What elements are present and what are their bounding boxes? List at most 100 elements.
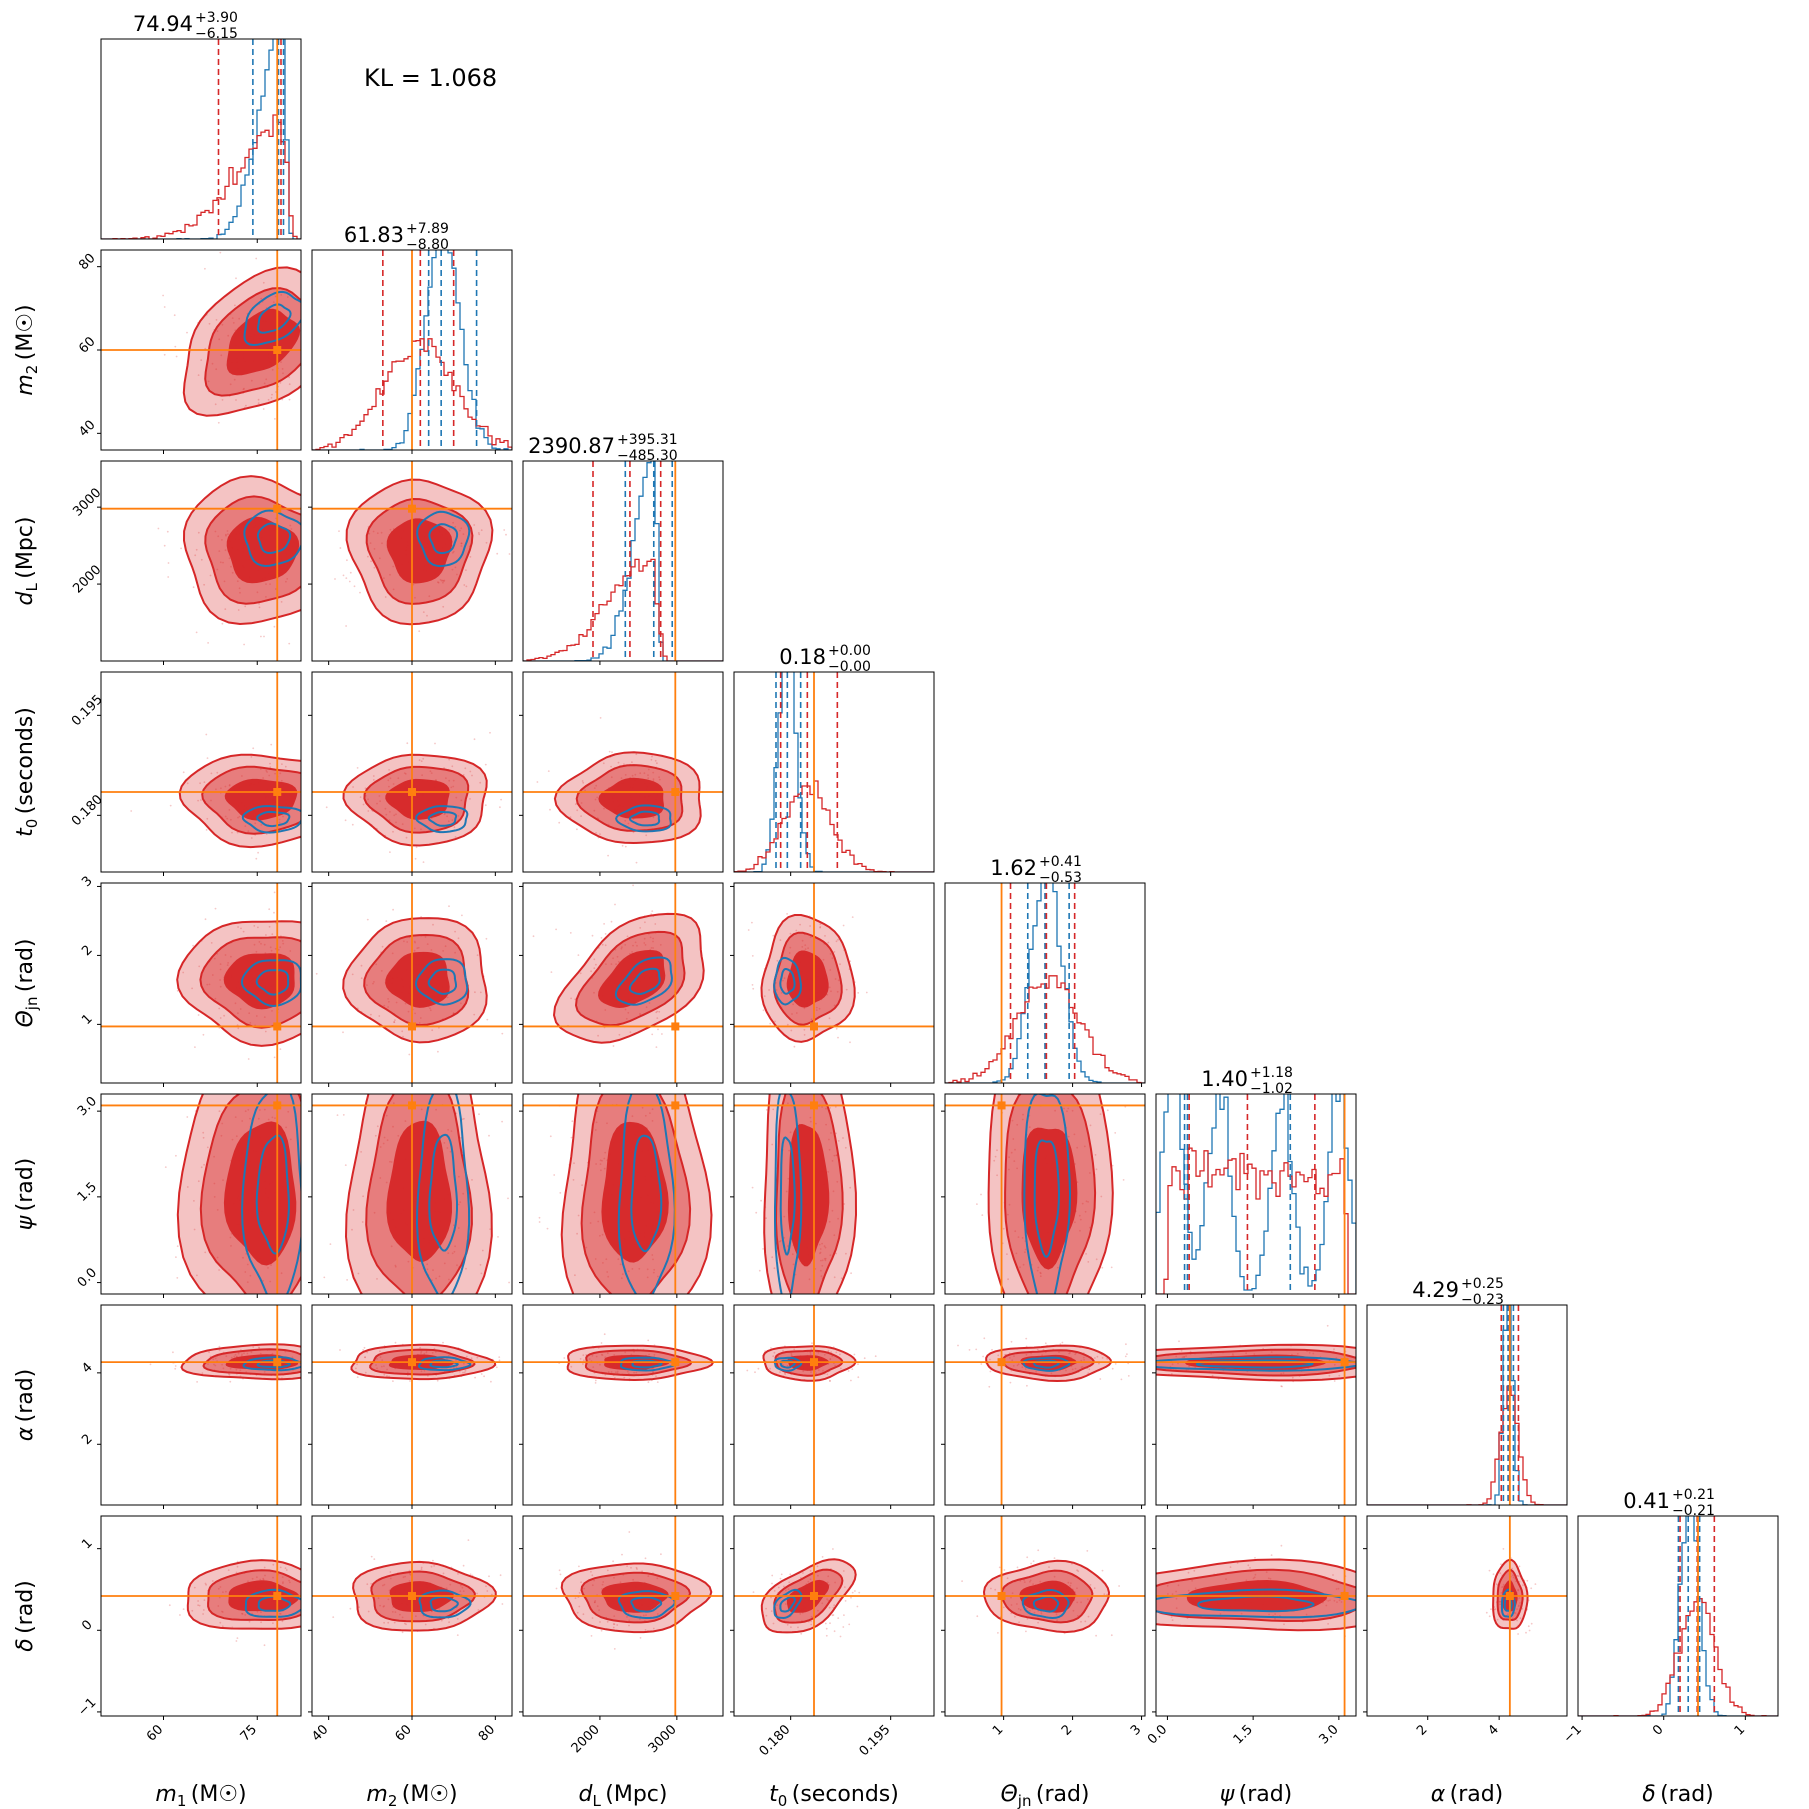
scatter-point [437, 581, 439, 583]
scatter-point [1488, 1569, 1491, 1572]
scatter-point [388, 785, 390, 788]
scatter-point [467, 1539, 470, 1541]
scatter-point [471, 1179, 473, 1181]
scatter-point [279, 1048, 282, 1050]
scatter-point [385, 1114, 388, 1117]
scatter-point [1118, 1585, 1120, 1587]
scatter-point [644, 921, 646, 924]
scatter-point [599, 1363, 601, 1366]
panel-frame [100, 882, 302, 1084]
scatter-point [227, 1569, 230, 1571]
scatter-point [593, 809, 596, 812]
scatter-point [782, 1349, 784, 1352]
scatter-point [1080, 1620, 1082, 1623]
scatter-point [605, 1258, 608, 1261]
scatter-point [1332, 1574, 1334, 1576]
scatter-point [235, 1368, 238, 1371]
scatter-point [221, 399, 224, 401]
scatter-point [769, 1022, 772, 1025]
scatter-point [780, 1573, 783, 1576]
scatter-point [1010, 1612, 1013, 1615]
scatter-point [1188, 1365, 1190, 1368]
scatter-point [406, 742, 409, 745]
scatter-point [182, 1608, 185, 1610]
y-tick-label: 0 [79, 1617, 95, 1633]
scatter-point [459, 1590, 462, 1593]
scatter-point [826, 1598, 828, 1600]
scatter-point [647, 777, 650, 780]
scatter-point [274, 1117, 276, 1119]
scatter-point [1024, 1251, 1026, 1254]
joint-panel-dL-vs-m1 [97, 460, 302, 665]
scatter-point [635, 1371, 638, 1374]
scatter-point [380, 970, 383, 972]
scatter-point [376, 1367, 378, 1370]
scatter-point [1003, 1569, 1006, 1571]
scatter-point [455, 796, 458, 799]
scatter-point [595, 1121, 598, 1124]
scatter-point [1030, 1352, 1032, 1355]
scatter-point [658, 1010, 661, 1013]
scatter-point [356, 1363, 358, 1366]
scatter-point [480, 529, 483, 532]
scatter-point [821, 1556, 824, 1558]
scatter-point [241, 1353, 243, 1356]
scatter-point [281, 940, 284, 942]
scatter-point [623, 1376, 626, 1379]
scatter-point [401, 1616, 404, 1619]
scatter-point [460, 542, 463, 545]
scatter-point [221, 1122, 224, 1125]
scatter-point [600, 937, 603, 939]
scatter-point [616, 1624, 619, 1626]
scatter-point [460, 1002, 462, 1005]
scatter-point [631, 761, 633, 764]
scatter-point [422, 611, 425, 613]
x-tick-label: 2 [1059, 1722, 1075, 1738]
scatter-point [243, 643, 246, 646]
scatter-point [619, 1581, 622, 1584]
scatter-point [1247, 1564, 1250, 1567]
scatter-point [196, 1381, 199, 1383]
contour-series-b-inner [1195, 1359, 1314, 1369]
contour-series-a-inner [385, 778, 450, 820]
joint-panel-psi-vs-t0 [730, 1093, 935, 1298]
scatter-point [281, 368, 284, 370]
scatter-point [386, 1368, 388, 1371]
scatter-point [598, 1609, 600, 1611]
scatter-point [364, 1356, 366, 1359]
scatter-point [356, 767, 359, 769]
scatter-point [217, 421, 220, 424]
scatter-point [216, 330, 219, 333]
scatter-point [267, 1118, 270, 1121]
contour-series-b-outer [1022, 1356, 1071, 1372]
scatter-point [836, 990, 839, 993]
y-tick-label: 4 [79, 1360, 95, 1376]
scatter-point [214, 997, 217, 1000]
scatter-point [393, 1021, 395, 1023]
scatter-point [360, 964, 363, 967]
scatter-point [392, 830, 394, 833]
scatter-point [215, 788, 217, 791]
scatter-point [793, 1348, 796, 1351]
scatter-point [830, 1132, 832, 1134]
scatter-point [174, 1367, 177, 1370]
scatter-point [823, 1245, 826, 1248]
scatter-point [222, 1591, 224, 1593]
contour-series-b-outer [418, 1356, 472, 1372]
scatter-point [204, 1582, 207, 1585]
scatter-point [462, 533, 465, 535]
scatter-point [453, 1367, 455, 1369]
scatter-point [1076, 1146, 1079, 1149]
scatter-point [595, 1163, 597, 1165]
scatter-point [835, 1154, 838, 1157]
scatter-point [375, 963, 378, 966]
scatter-point [790, 1626, 792, 1628]
contour-series-a-inner [598, 777, 664, 819]
scatter-point [1120, 1378, 1123, 1381]
scatter-point [342, 1031, 344, 1034]
scatter-point [1495, 1583, 1498, 1586]
scatter-point [1519, 1602, 1521, 1604]
scatter-point [389, 1571, 392, 1573]
scatter-point [656, 1010, 659, 1013]
scatter-point [202, 1033, 205, 1036]
